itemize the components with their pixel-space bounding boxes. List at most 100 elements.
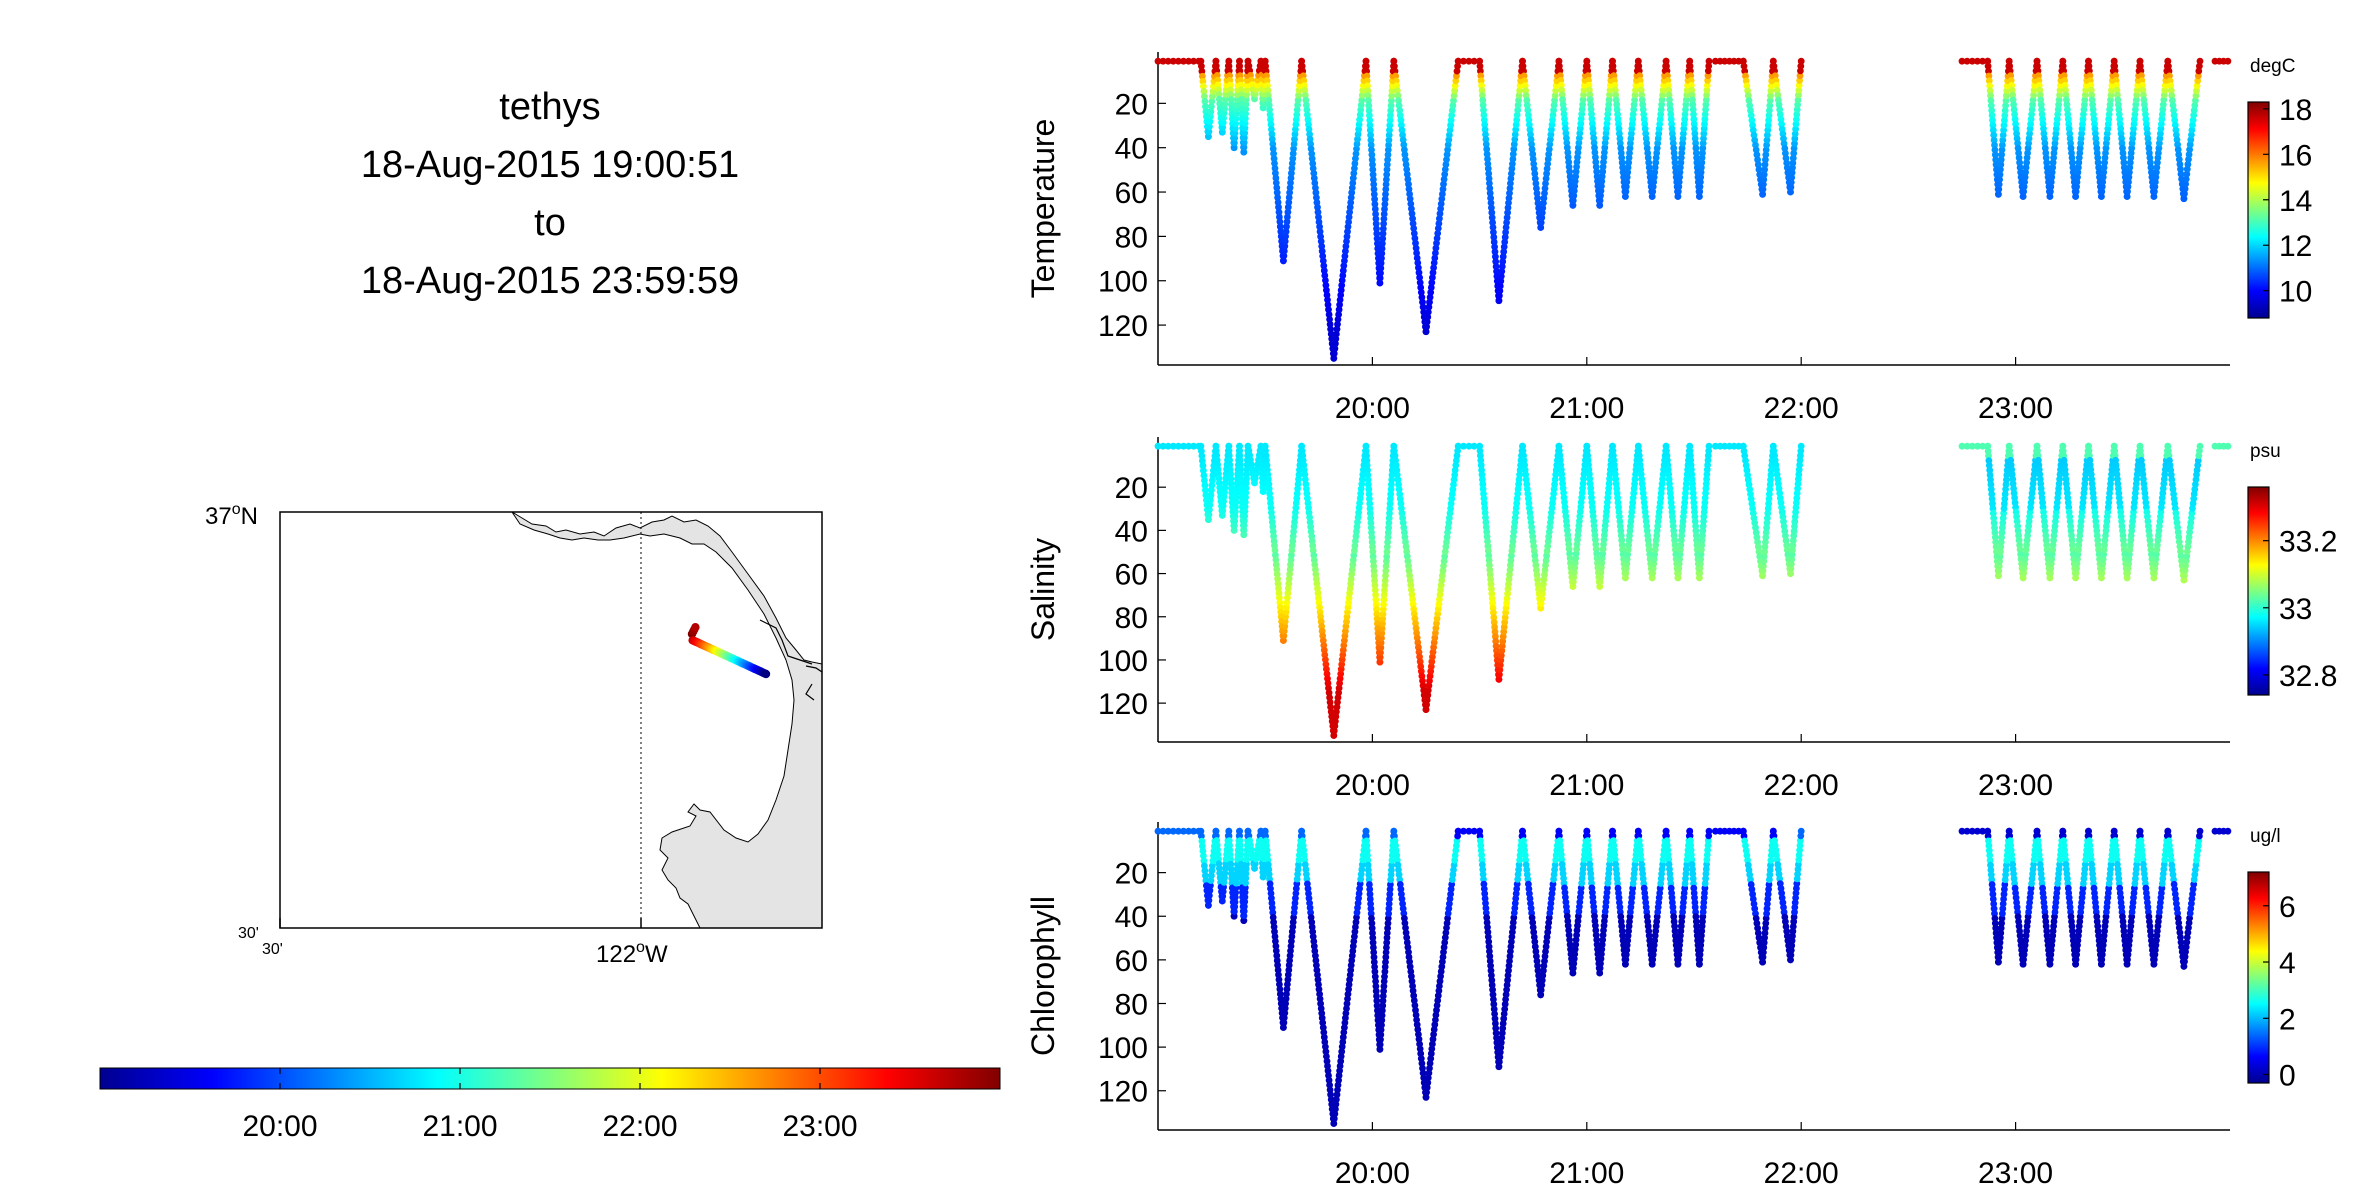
data-point [1450, 97, 1457, 104]
data-point [1486, 180, 1493, 187]
data-point [1233, 105, 1240, 113]
x-tick-label: 21:00 [1549, 1157, 1624, 1184]
data-point [1677, 159, 1685, 167]
data-point [2054, 111, 2062, 118]
data-point [1549, 116, 1556, 124]
data-point [1338, 281, 1346, 289]
data-point [1228, 105, 1236, 113]
data-point [2078, 130, 2086, 138]
data-point [1541, 189, 1548, 197]
data-point [1985, 67, 1992, 75]
data-point [2086, 77, 2094, 84]
data-point [2101, 159, 2109, 167]
data-point [1705, 57, 1713, 65]
data-point [1530, 165, 1538, 173]
data-point [1650, 173, 1658, 181]
data-point [1336, 301, 1343, 309]
data-point [2014, 139, 2021, 147]
data-point [1372, 220, 1380, 228]
data-point [1276, 223, 1284, 231]
data-point [1309, 160, 1317, 167]
data-point [1231, 125, 1239, 132]
data-point [2023, 159, 2030, 167]
data-point [1371, 200, 1379, 208]
time-colorbar-gradient [99, 1067, 1001, 1090]
data-point [1373, 225, 1380, 233]
data-point [1689, 96, 1696, 104]
data-point [1652, 159, 1660, 167]
data-point [1368, 156, 1376, 164]
data-point [2196, 442, 2204, 450]
x-tick-label: 21:00 [1549, 769, 1624, 802]
data-point [1797, 827, 1805, 835]
y-tick-label: 120 [1098, 310, 1148, 343]
data-point [1383, 176, 1390, 183]
data-point [1271, 160, 1278, 167]
data-point [1996, 176, 2003, 183]
data-point [1318, 242, 1326, 250]
data-points [1154, 827, 2232, 1127]
data-point [1266, 106, 1273, 114]
data-point [1543, 170, 1550, 178]
data-point [1385, 141, 1392, 149]
data-point [1761, 166, 1768, 174]
data-point [1288, 164, 1296, 172]
data-point [1745, 97, 1753, 104]
data-point [1334, 320, 1341, 328]
data-point [1227, 96, 1235, 104]
data-point [1702, 106, 1709, 113]
data-point [1386, 121, 1394, 129]
data-point [1761, 161, 1769, 169]
data-point [1990, 131, 1998, 139]
data-point [2075, 159, 2083, 167]
data-point [1995, 185, 2003, 193]
data-point [1444, 146, 1451, 154]
data-point [1628, 130, 1635, 138]
y-tick-label: 40 [1115, 901, 1148, 934]
data-point [1290, 140, 1298, 148]
data-point [1382, 181, 1390, 188]
data-point [1963, 57, 1971, 65]
data-point [1793, 116, 1800, 123]
data-point [1237, 96, 1245, 103]
data-point [1764, 131, 1771, 139]
data-point [1991, 151, 1999, 159]
data-point [1499, 258, 1507, 265]
data-point [1515, 92, 1523, 99]
data-point [2061, 77, 2069, 84]
data-point [1209, 93, 1216, 100]
data-point [1364, 92, 1372, 100]
data-point [1419, 303, 1427, 311]
data-point [1488, 214, 1496, 222]
data-point [1236, 67, 1244, 75]
y-tick-label: 100 [1098, 645, 1148, 678]
data-point [1288, 169, 1295, 177]
data-point [1325, 311, 1333, 318]
data-point [1281, 242, 1289, 250]
data-point [1237, 91, 1245, 99]
data-point [2067, 139, 2075, 147]
data-point [1351, 160, 1359, 167]
data-point [2224, 442, 2232, 450]
data-point [1403, 170, 1411, 178]
data-point [1699, 144, 1707, 152]
data-point [1296, 82, 1303, 89]
data-point [1762, 146, 1770, 154]
data-point [1991, 141, 1998, 149]
data-point [1998, 151, 2005, 159]
data-point [1273, 189, 1281, 197]
data-point [1380, 215, 1388, 223]
data-point [1740, 62, 1748, 70]
data-point [1198, 67, 1206, 75]
data-point [1531, 170, 1539, 178]
data-point [1997, 166, 2004, 174]
data-point [1766, 102, 1774, 109]
data-point [1453, 67, 1461, 75]
track-point [761, 669, 771, 679]
data-point [1313, 194, 1320, 202]
data-point [1506, 189, 1513, 197]
data-point [2036, 91, 2044, 99]
colorbar-tick-label: 14 [2279, 185, 2312, 218]
data-point [1544, 160, 1552, 168]
data-point [1380, 220, 1387, 228]
